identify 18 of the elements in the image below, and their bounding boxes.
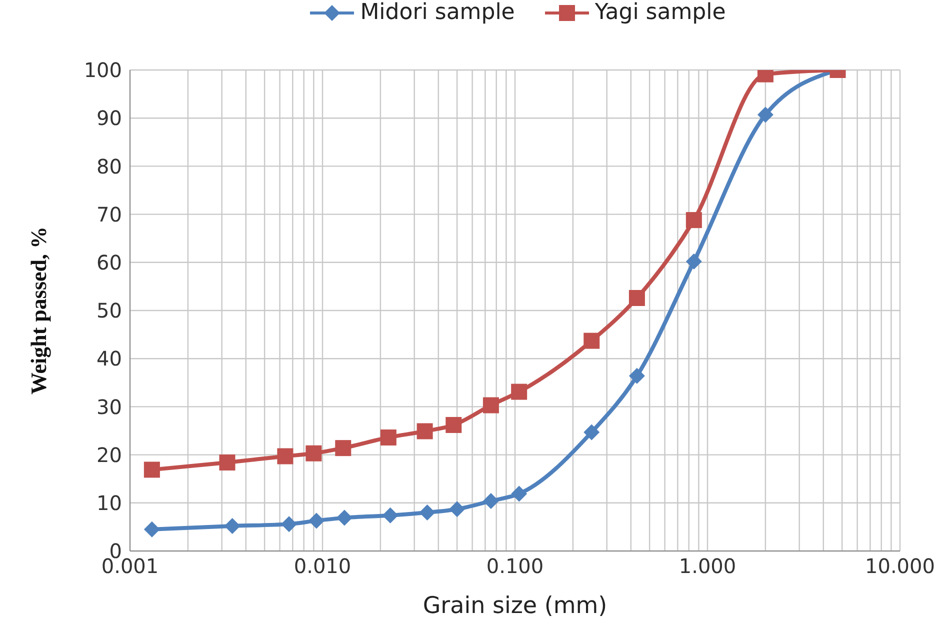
legend-label: Yagi sample	[594, 0, 726, 25]
y-tick-label: 10	[96, 491, 122, 515]
y-tick-label: 20	[96, 442, 122, 467]
y-tick-label: 50	[96, 298, 122, 323]
y-tick-label: 100	[84, 58, 122, 82]
y-tick-label: 60	[96, 250, 122, 274]
y-axis-title: Weight passed, %	[26, 226, 51, 395]
y-tick-label: 70	[96, 202, 122, 226]
x-tick-label: 0.010	[294, 554, 352, 578]
y-tick-label: 40	[96, 346, 122, 371]
x-tick-label: 1.000	[678, 554, 736, 578]
x-tick-label: 0.100	[486, 554, 544, 578]
y-tick-label: 80	[96, 154, 122, 178]
y-tick-label: 30	[96, 394, 122, 419]
x-axis-title: Grain size (mm)	[422, 593, 608, 619]
x-tick-label: 10.000	[865, 554, 935, 578]
y-tick-label: 90	[96, 106, 122, 130]
legend-label: Midori sample	[360, 0, 515, 25]
